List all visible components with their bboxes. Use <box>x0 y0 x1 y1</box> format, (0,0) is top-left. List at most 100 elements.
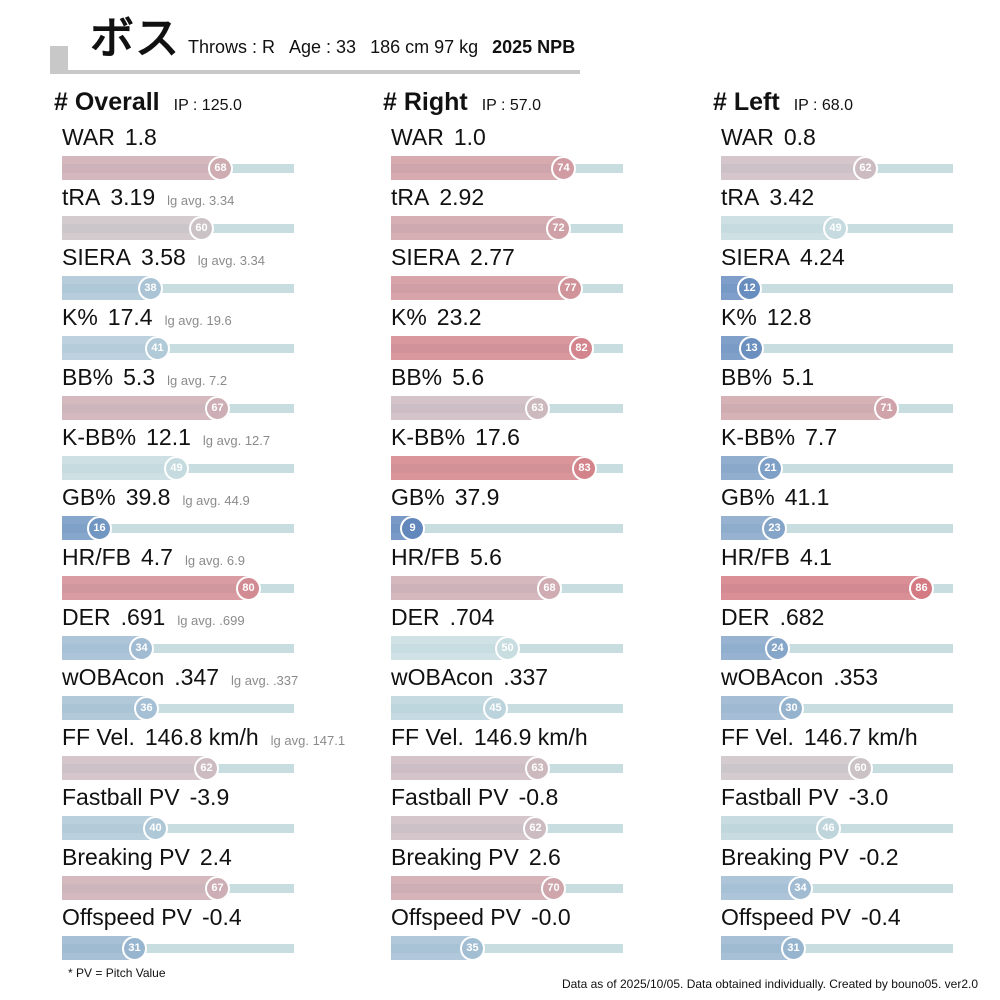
metric-name: wOBAcon <box>391 664 494 690</box>
metric-name: K-BB% <box>721 424 796 450</box>
metric-name: Offspeed PV <box>62 904 192 930</box>
panel-title: # Overall <box>54 88 160 116</box>
metric-name: BB% <box>721 364 773 390</box>
metric-label: HR/FB 5.6 <box>391 543 502 571</box>
credit-line: Data as of 2025/10/05. Data obtained ind… <box>561 977 978 991</box>
metric-value: -0.4 <box>861 904 901 930</box>
metric-label: tRA 3.42 <box>721 183 814 211</box>
metric-name: Breaking PV <box>391 844 519 870</box>
metric-value: 2.92 <box>439 184 485 210</box>
metric-label: wOBAcon .347 lg avg. .337 <box>62 663 298 695</box>
metric-label: GB% 39.8 lg avg. 44.9 <box>62 483 250 515</box>
bar-track <box>391 944 623 953</box>
percentile-bar <box>721 216 835 240</box>
league-average: lg avg. 7.2 <box>167 373 228 388</box>
percentile-bar <box>391 276 570 300</box>
metric-value: 2.6 <box>528 844 561 870</box>
league-average: lg avg. .337 <box>231 673 299 688</box>
metric-name: tRA <box>62 184 101 210</box>
bar-track <box>721 884 953 893</box>
metric-value: 4.24 <box>800 244 845 270</box>
metric-row: Offspeed PV -0.4 31 <box>721 903 1000 963</box>
header-rule <box>50 70 580 74</box>
metric-label: K% 12.8 <box>721 303 812 331</box>
percentile-dot: 60 <box>848 756 873 781</box>
metric-row: GB% 37.9 9 <box>391 483 671 543</box>
metric-name: GB% <box>721 484 775 510</box>
metric-label: wOBAcon .353 <box>721 663 878 691</box>
percentile-bar <box>62 216 201 240</box>
metric-row: SIERA 4.24 12 <box>721 243 1000 303</box>
percentile-dot: 41 <box>145 336 170 361</box>
metric-row: Breaking PV -0.2 34 <box>721 843 1000 903</box>
size-label: 186 cm 97 kg <box>370 37 479 57</box>
bar-track <box>721 944 953 953</box>
metric-row: HR/FB 4.1 86 <box>721 543 1000 603</box>
metric-value: 146.9 km/h <box>473 724 588 750</box>
throws-label: Throws : R <box>188 37 276 57</box>
metric-name: WAR <box>391 124 444 150</box>
metric-value: 2.77 <box>470 244 515 270</box>
metric-value: 37.9 <box>454 484 500 510</box>
percentile-bar <box>391 156 563 180</box>
percentile-bar <box>391 576 549 600</box>
bar-track <box>62 284 294 293</box>
percentile-dot: 77 <box>558 276 583 301</box>
metric-label: DER .704 <box>391 603 494 631</box>
bar-track <box>62 524 294 533</box>
panel-header: # Right IP : 57.0 <box>383 86 541 122</box>
metric-row: WAR 1.8 68 <box>62 123 342 183</box>
percentile-dot: 12 <box>737 276 762 301</box>
percentile-dot: 80 <box>236 576 261 601</box>
percentile-dot: 23 <box>762 516 787 541</box>
metric-row: K% 17.4 lg avg. 19.6 41 <box>62 303 342 363</box>
metric-label: SIERA 2.77 <box>391 243 515 271</box>
metric-row: tRA 2.92 72 <box>391 183 671 243</box>
metric-row: wOBAcon .353 30 <box>721 663 1000 723</box>
percentile-dot: 38 <box>138 276 163 301</box>
metric-value: .347 <box>174 664 220 690</box>
percentile-dot: 31 <box>122 936 147 961</box>
percentile-dot: 21 <box>758 456 783 481</box>
percentile-dot: 63 <box>525 756 550 781</box>
metric-value: 5.3 <box>123 364 156 390</box>
percentile-dot: 62 <box>523 816 548 841</box>
metric-label: FF Vel. 146.9 km/h <box>391 723 588 751</box>
metric-label: Offspeed PV -0.4 <box>62 903 242 931</box>
metric-name: Fastball PV <box>721 784 839 810</box>
metric-value: 17.4 <box>107 304 153 330</box>
metric-name: BB% <box>62 364 114 390</box>
metric-label: K-BB% 7.7 <box>721 423 837 451</box>
bar-track <box>721 284 953 293</box>
metric-label: HR/FB 4.7 lg avg. 6.9 <box>62 543 245 575</box>
percentile-bar <box>62 876 217 900</box>
left-panel: # Left IP : 68.0 WAR 0.8 62 tRA 3.42 49 SIERA 4.… <box>713 86 1000 966</box>
percentile-dot: 34 <box>129 636 154 661</box>
percentile-dot: 49 <box>164 456 189 481</box>
metric-label: BB% 5.3 lg avg. 7.2 <box>62 363 227 395</box>
metric-value: .353 <box>833 664 879 690</box>
metric-name: SIERA <box>721 244 791 270</box>
metric-value: 146.8 km/h <box>144 724 259 750</box>
metric-row: DER .682 24 <box>721 603 1000 663</box>
percentile-bar <box>62 696 146 720</box>
metric-name: K% <box>391 304 427 330</box>
header: ボス Throws : R Age : 33 186 cm 97 kg 2025 NP… <box>50 14 580 74</box>
bar-track <box>721 464 953 473</box>
metric-row: K% 23.2 82 <box>391 303 671 363</box>
bar-track <box>721 704 953 713</box>
percentile-bar <box>721 576 921 600</box>
metric-value: 4.7 <box>141 544 173 570</box>
percentile-dot: 82 <box>569 336 594 361</box>
percentile-dot: 49 <box>823 216 848 241</box>
metric-name: HR/FB <box>721 544 790 570</box>
metric-row: Fastball PV -3.0 46 <box>721 783 1000 843</box>
metric-row: HR/FB 5.6 68 <box>391 543 671 603</box>
metric-name: DER <box>721 604 770 630</box>
panel-ip: IP : 68.0 <box>793 97 853 114</box>
league-average: lg avg. 12.7 <box>202 433 271 448</box>
percentile-bar <box>62 276 150 300</box>
metric-label: SIERA 4.24 <box>721 243 845 271</box>
metric-value: 2.4 <box>199 844 232 870</box>
metric-row: FF Vel. 146.9 km/h 63 <box>391 723 671 783</box>
